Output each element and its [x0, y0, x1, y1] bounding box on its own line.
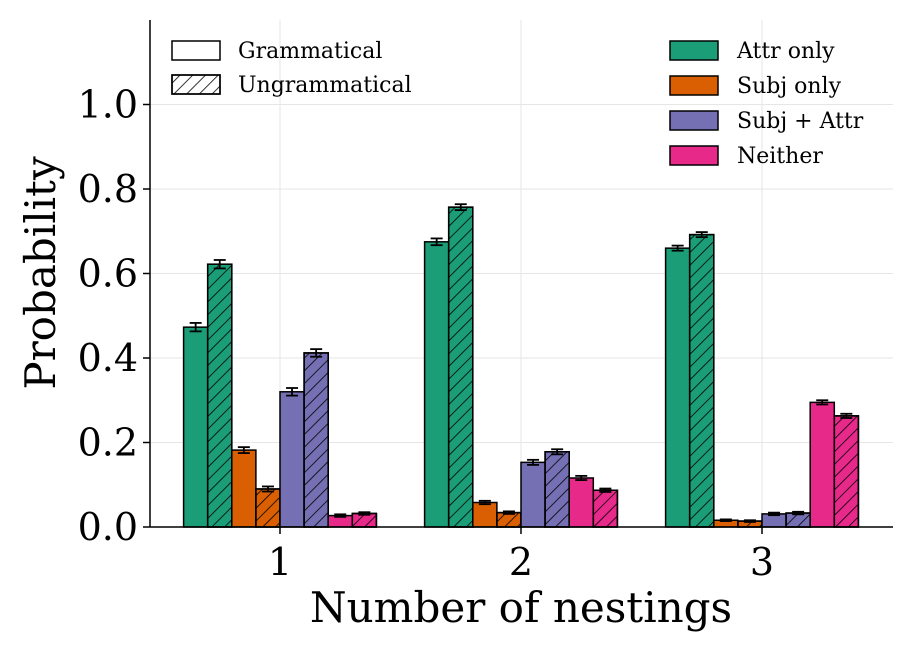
bar-subj-attr-grammatical-1 — [279, 391, 305, 528]
legend-conditions: Grammatical Ungrammatical — [171, 39, 412, 98]
legend-label-ungrammatical: Ungrammatical — [238, 73, 412, 98]
bar-hatch — [544, 451, 570, 528]
y-tick-label: 0.0 — [78, 505, 138, 549]
legend-swatch-grammatical — [171, 40, 221, 61]
bar-attr-only-grammatical-2 — [423, 241, 450, 528]
bar-hatch — [303, 352, 329, 528]
bar-neither-grammatical-2 — [568, 477, 595, 528]
bar-hatch — [255, 488, 281, 528]
bar-hatch — [833, 415, 860, 528]
bar-hatch — [688, 233, 715, 528]
legend-swatch-subj-attr — [669, 110, 719, 131]
legend-swatch-hatch — [171, 74, 221, 95]
legend-label-subj-only: Subj only — [737, 74, 842, 99]
x-tick-label: 3 — [750, 540, 774, 584]
legend-swatch-neither — [669, 145, 719, 166]
legend-label-attr-only: Attr only — [736, 39, 835, 64]
bar-hatch — [592, 489, 619, 528]
bar-hatch — [206, 263, 233, 528]
legend-label-grammatical: Grammatical — [238, 39, 382, 64]
bar-attr-only-grammatical-3 — [664, 247, 691, 528]
bar-hatch — [447, 206, 474, 528]
legend-label-neither: Neither — [737, 144, 823, 169]
x-tick-label: 2 — [509, 540, 533, 584]
axes: 0.0 0.2 0.4 0.6 0.8 1.0 1 2 3 — [78, 20, 893, 584]
bar-subj-only-grammatical-2 — [472, 501, 498, 528]
bar-neither-grammatical-3 — [809, 401, 836, 528]
y-tick-label: 0.2 — [78, 421, 138, 465]
x-tick-label: 1 — [268, 540, 292, 584]
y-axis-title: Probability — [16, 156, 65, 390]
legend-label-subj-attr: Subj + Attr — [737, 109, 864, 134]
y-tick-label: 0.8 — [78, 167, 138, 211]
legend-series: Attr only Subj only Subj + Attr Neither — [669, 39, 864, 169]
legend-swatch-attr-only — [669, 40, 719, 61]
legend-swatch-subj-only — [669, 75, 719, 96]
y-tick-label: 0.4 — [78, 336, 138, 380]
bars — [182, 206, 860, 528]
gridlines — [150, 20, 893, 528]
bar-subj-only-grammatical-1 — [231, 449, 257, 528]
y-tick-label: 0.6 — [78, 252, 138, 296]
bar-subj-attr-grammatical-2 — [520, 461, 546, 528]
y-tick-label: 1.0 — [78, 83, 138, 127]
x-axis-title: Number of nestings — [310, 583, 732, 632]
bar-attr-only-grammatical-1 — [182, 326, 209, 528]
error-bars — [189, 203, 853, 523]
